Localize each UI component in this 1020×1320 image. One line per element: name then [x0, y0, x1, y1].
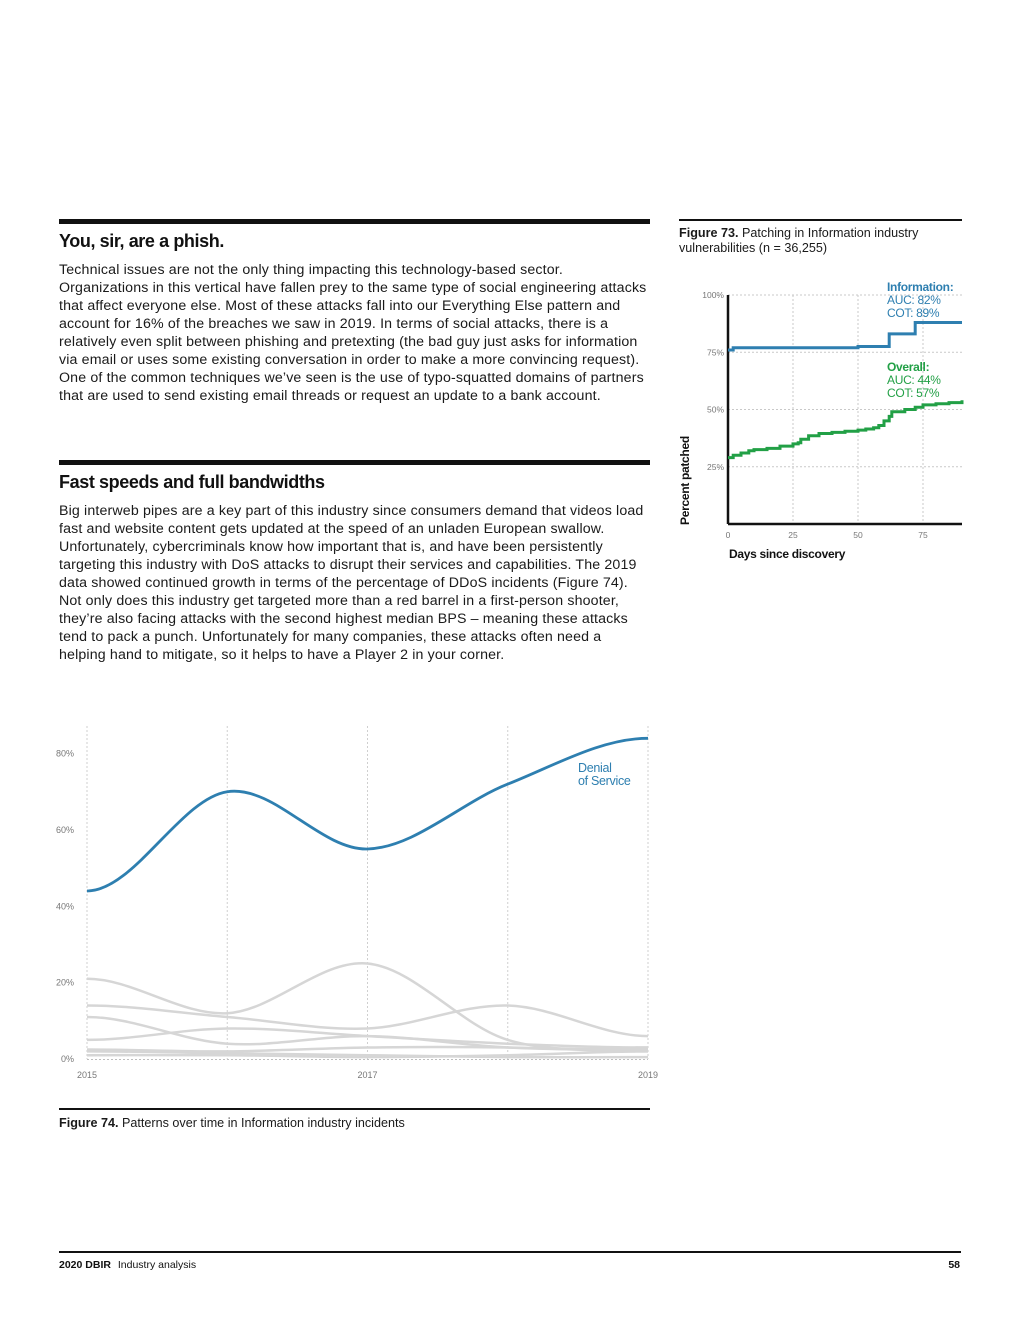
x-tick-label: 25: [788, 530, 798, 540]
y-tick-label: 60%: [56, 825, 74, 835]
x-tick-label: 75: [918, 530, 928, 540]
y-tick-label: 50%: [707, 405, 724, 415]
y-tick-label: 25%: [707, 462, 724, 472]
footer-report: 2020 DBIR: [59, 1259, 111, 1271]
series-line-overall: [728, 400, 964, 460]
figure74-caption-text: Patterns over time in Information indust…: [122, 1116, 405, 1130]
figure74-rule: [59, 1108, 650, 1110]
x-tick-label: 2015: [77, 1070, 97, 1080]
figure73-rule: [679, 219, 962, 221]
figure74-label: Figure 74.: [59, 1116, 119, 1130]
figure73-chart: 25% 50% 75% 100% 0 25 50 75 Days since discovery…: [678, 280, 964, 561]
y-axis-label: Percent patched: [678, 436, 692, 525]
y-tick-label: 0%: [61, 1054, 74, 1064]
section1-title: You, sir, are a phish.: [59, 231, 224, 251]
series-name: Overall:: [887, 360, 929, 374]
x-tick-label: 50: [853, 530, 863, 540]
section1-rule: [59, 219, 650, 224]
x-tick-label: 2019: [638, 1070, 658, 1080]
series-stat: AUC: 82%: [887, 293, 941, 307]
footer-left: 2020 DBIR Industry analysis: [59, 1259, 196, 1271]
series-annotation: Overall:AUC: 44%COT: 57%: [887, 360, 942, 400]
series-annotation: Information:AUC: 82%COT: 89%: [887, 280, 954, 320]
footer-section: Industry analysis: [117, 1259, 197, 1271]
series-stat: COT: 57%: [887, 386, 940, 400]
pattern-series-line: [86, 1045, 649, 1053]
section2-body: Big interweb pipes are a key part of thi…: [59, 503, 644, 663]
section2-rule: [59, 460, 650, 465]
pattern-series-line: [86, 962, 649, 1051]
x-tick-label: 2017: [357, 1070, 377, 1080]
series-name: Information:: [887, 280, 953, 294]
section2-title: Fast speeds and full bandwidths: [59, 472, 325, 492]
figure74-caption: Figure 74. Patterns over time in Informa…: [59, 1116, 650, 1131]
y-tick-label: 40%: [56, 901, 74, 911]
y-tick-label: 20%: [56, 978, 74, 988]
y-tick-label: 80%: [56, 749, 74, 759]
pattern-series-line: [86, 1050, 649, 1059]
figure73-caption: Figure 73. Patching in Information indus…: [679, 226, 962, 256]
figure73-caption-text: Patching in Information industry vulnera…: [679, 226, 919, 255]
y-tick-label: 75%: [707, 347, 724, 357]
dos-label-line: Denial: [578, 761, 612, 775]
page-number: 58: [948, 1259, 960, 1271]
footer-rule: [59, 1251, 961, 1253]
dos-label-line: of Service: [578, 774, 631, 788]
pattern-series-line: [86, 1050, 649, 1059]
pattern-series-line: [86, 1027, 649, 1049]
section1-body: Technical issues are not the only thing …: [59, 262, 647, 404]
x-axis-label: Days since discovery: [729, 547, 846, 561]
x-tick-label: 0: [726, 530, 731, 540]
series-line-information: [728, 321, 962, 352]
y-tick-label: 100%: [702, 290, 724, 300]
figure73-label: Figure 73.: [679, 226, 739, 240]
pattern-series-line: [86, 1004, 649, 1038]
series-stat: COT: 89%: [887, 306, 940, 320]
dos-series-line: [86, 736, 649, 893]
series-stat: AUC: 44%: [887, 373, 941, 387]
